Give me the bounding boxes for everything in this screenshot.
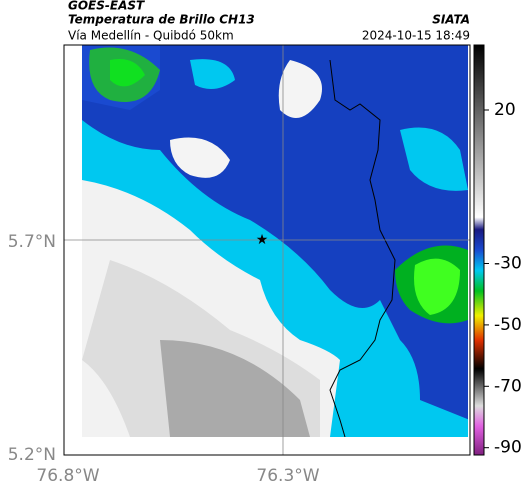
title: Temperatura de Brillo CH13 [68,13,255,27]
colorbar [473,44,485,456]
location-marker: ★ [256,232,269,248]
colorbar-tick-label: -90 [494,438,522,458]
satellite-image [82,45,468,437]
colorbar-tick-label: 20 [494,100,516,120]
datetime: 2024-10-15 18:49 [362,29,470,43]
lat-label: 5.2°N [8,445,56,465]
lon-label: 76.3°W [256,466,319,486]
satellite: GOES-EAST [68,0,145,13]
lon-label: 76.8°W [36,466,99,486]
colorbar-ticks: 20 -30 -50 -70 -90 [484,100,522,458]
subtitle: Vía Medellín - Quibdó 50km [68,29,234,43]
colorbar-tick-label: -30 [494,254,522,274]
colorbar-tick-label: -50 [494,315,522,335]
colorbar-tick-label: -70 [494,376,522,396]
lat-label: 5.7°N [8,232,56,252]
source: SIATA [432,13,470,27]
map-frame [63,44,471,456]
